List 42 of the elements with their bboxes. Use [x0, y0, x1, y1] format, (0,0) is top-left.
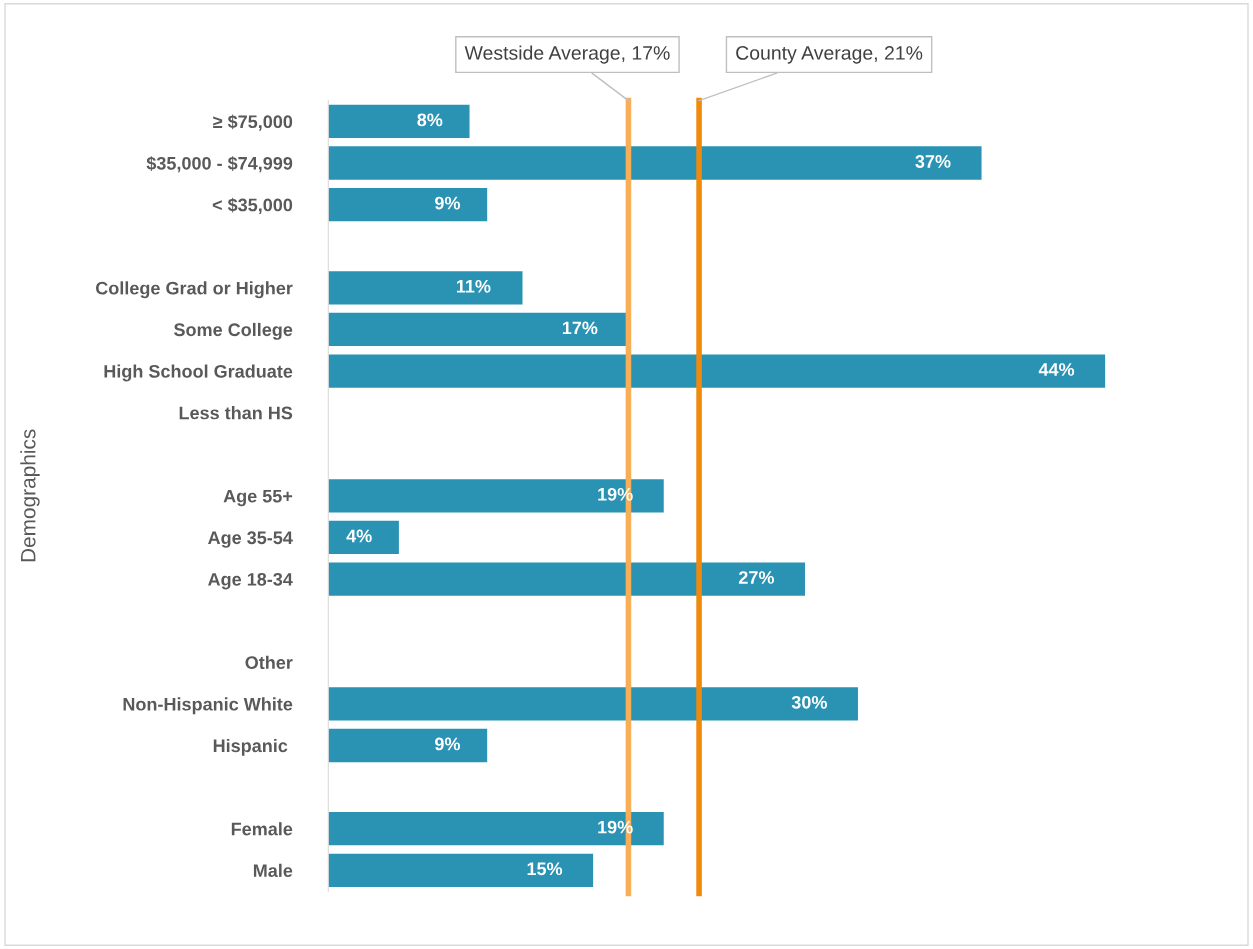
y-tick-label: Some College: [174, 322, 293, 340]
data-label: 37%: [915, 155, 951, 168]
bar: [328, 146, 982, 180]
bar: [328, 562, 805, 596]
bar: [328, 271, 523, 305]
y-tick-label: Other: [245, 655, 293, 669]
ref-line-label: Westside Average, 17%: [464, 45, 670, 64]
bar: [328, 104, 470, 139]
y-tick-label: $35,000 - $74,999: [146, 156, 293, 173]
data-label: 8%: [417, 113, 443, 127]
y-tick-label: Age 55+: [223, 489, 293, 507]
y-tick-label: Less than HS: [179, 406, 293, 420]
bar: [328, 312, 629, 347]
y-axis-title: Demographics: [20, 429, 40, 562]
y-tick-label: Hispanic: [213, 738, 288, 756]
data-label: 30%: [791, 695, 827, 709]
data-label: 44%: [1038, 363, 1075, 376]
bar: [328, 187, 488, 222]
y-tick-label: Female: [231, 822, 293, 836]
data-label: 15%: [527, 862, 563, 876]
data-label: 11%: [456, 279, 491, 293]
y-tick-label: Age 35-54: [208, 531, 293, 548]
bar: [328, 812, 664, 846]
data-label: 9%: [435, 196, 461, 210]
y-tick-label: College Grad or Higher: [95, 281, 293, 299]
ref-line-label: County Average, 21%: [736, 46, 923, 64]
y-tick-label: < $35,000: [212, 197, 293, 214]
y-tick-label: ≥ $75,000: [213, 114, 293, 131]
data-label: 9%: [435, 737, 461, 751]
bar: [328, 687, 858, 721]
y-tick-label: Male: [253, 863, 293, 878]
data-label: 17%: [562, 321, 598, 335]
bar: [328, 354, 1106, 388]
bar: [328, 520, 399, 555]
y-tick-label: Non-Hispanic White: [123, 697, 293, 715]
bar: [328, 479, 664, 513]
data-label: 4%: [346, 529, 372, 543]
bar: [328, 853, 594, 887]
data-label: 27%: [738, 571, 774, 584]
bar: [328, 728, 488, 763]
y-tick-label: Age 18-34: [208, 572, 293, 590]
y-tick-label: High School Graduate: [104, 364, 293, 382]
